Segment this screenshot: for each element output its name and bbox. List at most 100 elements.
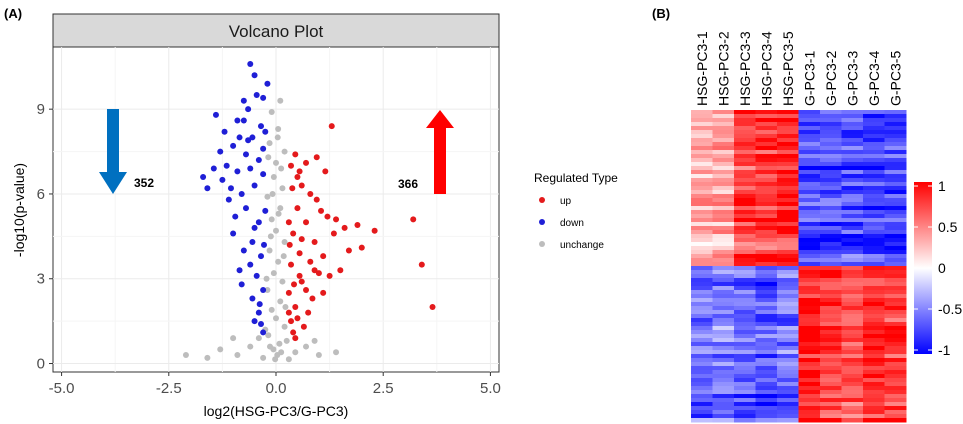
heatmap-cell [863, 118, 885, 123]
heatmap-cell [863, 310, 885, 315]
heatmap-cell [820, 310, 842, 315]
heatmap-cell [777, 310, 799, 315]
heatmap-cell [755, 398, 778, 403]
heatmap-cell [841, 414, 864, 419]
heatmap-cell [798, 282, 821, 287]
heatmap-column-label: G-PC3-1 [801, 51, 817, 106]
heatmap-cell [691, 178, 713, 183]
heatmap-cell [863, 126, 885, 131]
heatmap-cell [712, 218, 735, 223]
heatmap-cell [820, 290, 842, 295]
point-down [249, 295, 256, 302]
heatmap-cell [841, 330, 864, 335]
point-up [288, 261, 295, 268]
point-unchange [272, 356, 279, 363]
heatmap-cell [841, 366, 864, 371]
heatmap-cell [798, 142, 821, 147]
heatmap-cell [798, 198, 821, 203]
heatmap-cell [691, 402, 713, 407]
point-down [238, 190, 245, 197]
heatmap-cell [798, 194, 821, 199]
heatmap-cell [734, 266, 756, 271]
heatmap-cell [820, 302, 842, 307]
heatmap-cell [820, 294, 842, 299]
heatmap-cell [777, 214, 799, 219]
heatmap-cell [798, 302, 821, 307]
heatmap-cell [798, 114, 821, 119]
heatmap-cell [863, 298, 885, 303]
heatmap-cell [755, 182, 778, 187]
heatmap-cell [820, 266, 842, 271]
heatmap-cell [841, 222, 864, 227]
heatmap-cell [777, 386, 799, 391]
heatmap-cell [841, 338, 864, 343]
heatmap-cell [691, 214, 713, 219]
heatmap-cell [755, 418, 778, 423]
point-up [303, 159, 310, 166]
heatmap-cell [755, 270, 778, 275]
point-unchange [268, 306, 275, 313]
heatmap-cell [863, 210, 885, 215]
heatmap-cell [863, 286, 885, 291]
heatmap-cell [820, 174, 842, 179]
point-down [264, 80, 271, 87]
point-down [262, 207, 269, 214]
heatmap-cell [755, 246, 778, 251]
heatmap-cell [820, 126, 842, 131]
point-unchange [275, 125, 282, 132]
point-down [234, 117, 241, 124]
heatmap-cell [734, 390, 756, 395]
heatmap-cell [884, 270, 907, 275]
heatmap-cell [884, 350, 907, 355]
heatmap-cell [691, 166, 713, 171]
heatmap-cell [841, 110, 864, 115]
heatmap-cell [734, 242, 756, 247]
volcano-title: Volcano Plot [229, 22, 324, 41]
heatmap-cell [884, 118, 907, 123]
heatmap-cell [863, 366, 885, 371]
heatmap-cell [798, 322, 821, 327]
heatmap-cell [691, 114, 713, 119]
heatmap-cell [841, 374, 864, 379]
heatmap-cell [841, 410, 864, 415]
heatmap-cell [691, 134, 713, 139]
heatmap-cell [777, 178, 799, 183]
heatmap-cell [777, 398, 799, 403]
heatmap-cell [734, 290, 756, 295]
heatmap-cell [734, 274, 756, 279]
heatmap-cell [841, 342, 864, 347]
point-up [298, 236, 305, 243]
heatmap-cell [777, 130, 799, 135]
heatmap-cell [884, 330, 907, 335]
point-down [260, 287, 267, 294]
heatmap-cell [841, 378, 864, 383]
heatmap-cell [755, 214, 778, 219]
heatmap-cell [798, 402, 821, 407]
heatmap-cell [777, 270, 799, 275]
point-up [290, 230, 297, 237]
heatmap-cell [712, 190, 735, 195]
heatmap-cell [863, 318, 885, 323]
heatmap-cell [820, 358, 842, 363]
point-up [298, 278, 305, 285]
heatmap-cell [863, 170, 885, 175]
heatmap-cell [755, 126, 778, 131]
heatmap-cell [712, 126, 735, 131]
heatmap-cell [691, 190, 713, 195]
point-unchange [285, 356, 292, 363]
point-down [253, 92, 260, 99]
heatmap-cell [863, 214, 885, 219]
heatmap-cell [884, 130, 907, 135]
heatmap-cell [734, 182, 756, 187]
heatmap-cell [798, 234, 821, 239]
heatmap-cell [863, 402, 885, 407]
point-up [354, 222, 361, 229]
heatmap-cell [820, 230, 842, 235]
heatmap-cell [884, 378, 907, 383]
heatmap-cell [734, 142, 756, 147]
heatmap-cell [884, 322, 907, 327]
heatmap-cell [712, 278, 735, 283]
point-up [300, 323, 307, 330]
heatmap-cell [798, 330, 821, 335]
